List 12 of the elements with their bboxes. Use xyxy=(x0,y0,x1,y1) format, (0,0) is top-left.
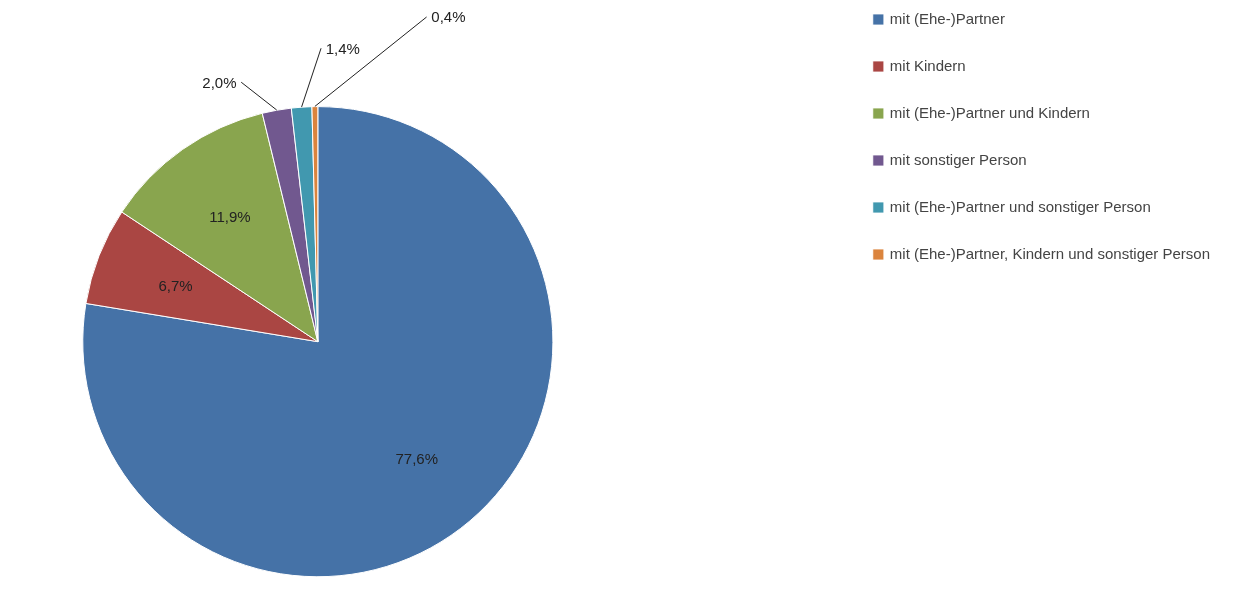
data-label: 2,0% xyxy=(202,73,237,91)
data-label: 0,4% xyxy=(431,8,466,26)
legend-label: mit Kindern xyxy=(889,57,966,74)
legend-label: mit sonstiger Person xyxy=(889,151,1027,168)
data-label: 11,9% xyxy=(209,208,251,226)
legend-label: mit (Ehe-)Partner und sonstiger Person xyxy=(889,198,1151,215)
data-label: 6,7% xyxy=(158,277,193,295)
data-label: 1,4% xyxy=(325,39,360,57)
legend-label: mit (Ehe-)Partner, Kindern und sonstiger Person xyxy=(889,245,1210,262)
legend-label: mit (Ehe-)Partner xyxy=(889,10,1005,27)
legend-label: mit (Ehe-)Partner und Kindern xyxy=(889,104,1090,121)
data-label: 77,6% xyxy=(395,449,438,467)
